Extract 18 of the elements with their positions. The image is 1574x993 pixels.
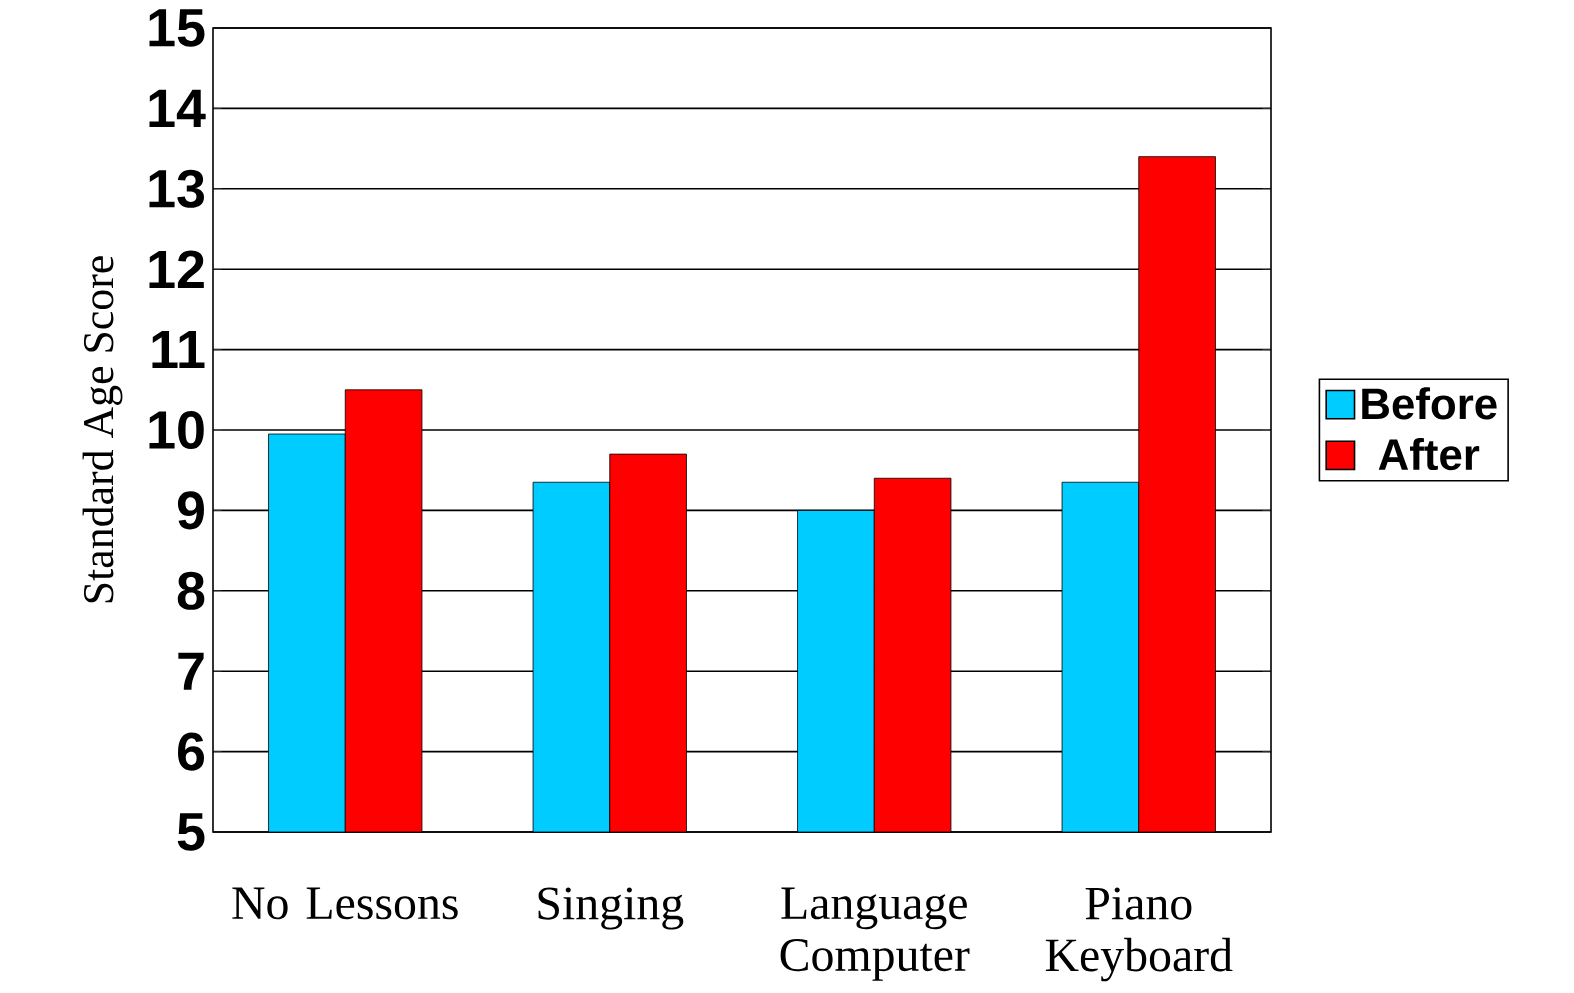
- y-tick-label: 15: [149, 9, 205, 47]
- y-tick-label: 7: [178, 652, 204, 690]
- y-tick-label: 5: [177, 813, 205, 851]
- y-tick-label: 12: [149, 250, 204, 288]
- x-tick-label: Piano Keyboard: [1045, 887, 1233, 982]
- y-tick-label: 9: [177, 491, 204, 530]
- x-tick-label: Singing: [538, 887, 684, 930]
- y-tick-label: 6: [178, 732, 205, 771]
- y-tick-label: 10: [149, 410, 204, 450]
- y-tick-label: 11: [152, 331, 205, 369]
- y-tick-label: 14: [149, 89, 206, 127]
- x-tick-label: No Lessons: [232, 887, 458, 920]
- y-tick-label: 13: [149, 169, 204, 208]
- legend-label: Before: [1362, 387, 1497, 420]
- legend-label: After: [1378, 437, 1480, 471]
- y-axis-title: Standard Age Score: [82, 256, 123, 603]
- y-tick-label: 8: [177, 571, 205, 610]
- x-tick-label: Language Computer: [780, 887, 970, 981]
